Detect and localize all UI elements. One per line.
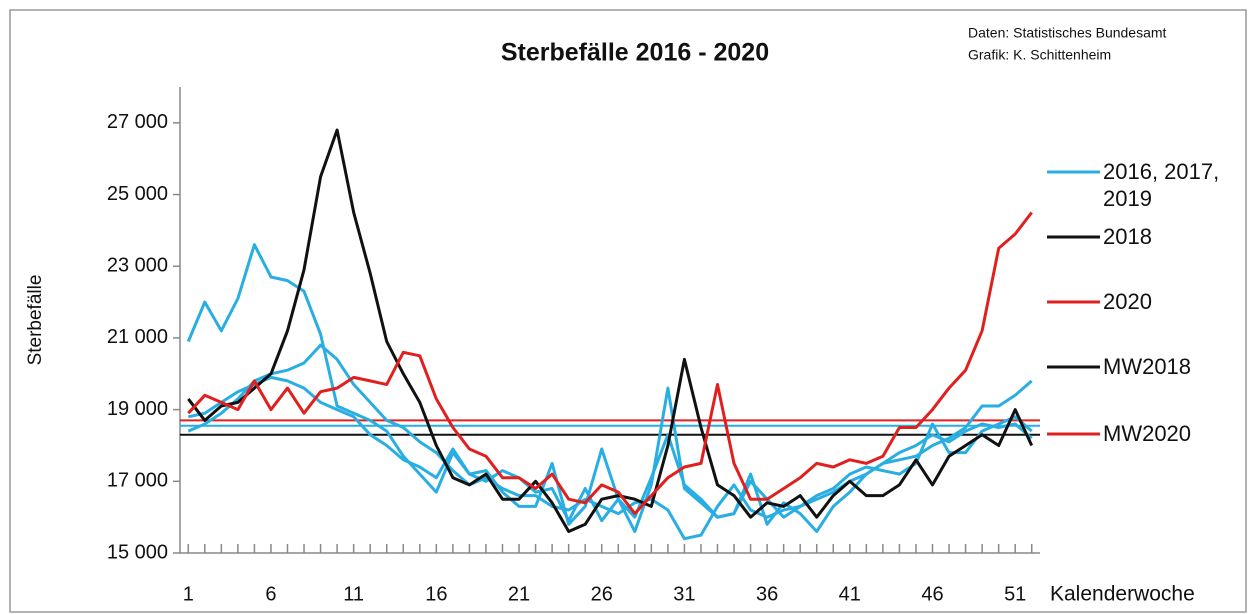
data-line bbox=[187, 375, 1033, 523]
frame bbox=[9, 9, 1247, 613]
x-tick-label: 46 bbox=[921, 583, 943, 605]
y-tick-label: 19 000 bbox=[107, 398, 168, 420]
x-tick-label: 26 bbox=[591, 583, 613, 605]
y-tick-label: 15 000 bbox=[107, 541, 168, 563]
x-tick-label: 1 bbox=[183, 583, 194, 605]
x-tick-label: 11 bbox=[343, 583, 364, 605]
x-tick-label: 41 bbox=[839, 583, 861, 605]
source: Daten: Statistisches Bundesamt bbox=[968, 25, 1167, 41]
credit: Grafik: K. Schittenheim bbox=[968, 47, 1111, 63]
y-tick-label: 25 000 bbox=[107, 183, 168, 205]
x-tick-label: 16 bbox=[425, 583, 447, 605]
x-tick-label: 36 bbox=[756, 583, 778, 605]
x-tick-label: 6 bbox=[265, 583, 276, 605]
x-tick-label: 51 bbox=[1004, 583, 1026, 605]
legend-label: 2018 bbox=[1103, 224, 1152, 249]
x-axis-label: Kalenderwoche bbox=[1050, 583, 1195, 606]
y-tick-label: 17 000 bbox=[107, 470, 168, 492]
chart-title: Sterbefälle 2016 - 2020 bbox=[501, 39, 769, 67]
legend-label: 2016, 2017, 2019 bbox=[1103, 159, 1220, 211]
legend-label: MW2018 bbox=[1103, 354, 1192, 379]
y-axis-label: Sterbefälle bbox=[25, 275, 46, 366]
data-line bbox=[187, 211, 1033, 516]
x-tick-label: 21 bbox=[508, 583, 530, 605]
y-tick-label: 23 000 bbox=[107, 255, 168, 277]
legend-label: 2020 bbox=[1103, 289, 1152, 314]
y-tick-label: 21 000 bbox=[107, 326, 168, 348]
legend-label: MW2020 bbox=[1103, 421, 1192, 446]
data-line bbox=[187, 128, 1034, 533]
y-tick-label: 27 000 bbox=[107, 111, 168, 133]
x-tick-label: 31 bbox=[673, 583, 695, 605]
data-line bbox=[186, 243, 1033, 533]
